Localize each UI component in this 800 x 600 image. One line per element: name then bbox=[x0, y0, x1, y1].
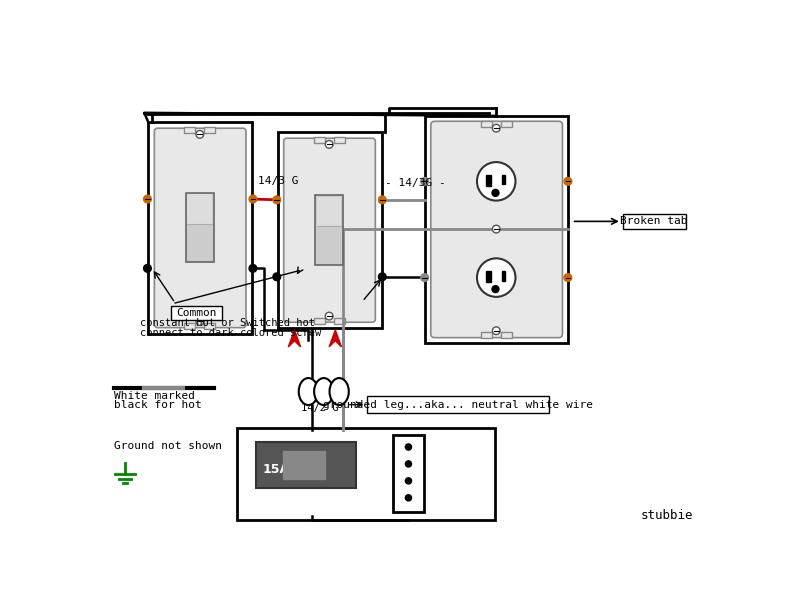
Polygon shape bbox=[329, 330, 342, 347]
Circle shape bbox=[249, 265, 257, 272]
Circle shape bbox=[477, 259, 515, 297]
Bar bbox=[278, 132, 382, 328]
Circle shape bbox=[326, 140, 333, 148]
Polygon shape bbox=[288, 330, 301, 347]
Text: 14/2 G: 14/2 G bbox=[301, 403, 338, 413]
Circle shape bbox=[492, 225, 500, 233]
Bar bbox=[426, 116, 568, 343]
Text: black for hot: black for hot bbox=[114, 400, 202, 410]
Bar bbox=[184, 323, 195, 329]
Circle shape bbox=[378, 196, 386, 203]
Bar bbox=[502, 271, 506, 281]
Bar bbox=[148, 122, 252, 334]
Text: constant hot or Switched hot: constant hot or Switched hot bbox=[141, 318, 315, 328]
Bar bbox=[205, 323, 215, 329]
Circle shape bbox=[564, 178, 572, 185]
Text: 15A: 15A bbox=[262, 463, 290, 476]
Bar bbox=[186, 193, 214, 262]
FancyBboxPatch shape bbox=[170, 306, 222, 320]
Bar bbox=[187, 194, 212, 224]
Bar bbox=[501, 332, 512, 338]
Circle shape bbox=[273, 273, 281, 281]
Bar bbox=[486, 175, 491, 186]
Circle shape bbox=[196, 317, 204, 325]
Text: connect to dark colored screw: connect to dark colored screw bbox=[141, 328, 322, 338]
Circle shape bbox=[492, 124, 500, 132]
Bar bbox=[314, 317, 325, 324]
Bar bbox=[184, 127, 195, 133]
Text: Broken tab: Broken tab bbox=[620, 217, 688, 226]
Bar bbox=[317, 197, 342, 227]
Circle shape bbox=[273, 196, 281, 203]
Circle shape bbox=[406, 478, 411, 484]
Text: 14/3 G: 14/3 G bbox=[258, 176, 299, 185]
FancyBboxPatch shape bbox=[154, 128, 246, 328]
Text: stubbie: stubbie bbox=[641, 509, 694, 521]
Bar bbox=[481, 121, 492, 127]
Bar bbox=[205, 127, 215, 133]
Bar bbox=[393, 436, 424, 512]
Circle shape bbox=[477, 162, 515, 200]
Circle shape bbox=[492, 190, 499, 196]
Circle shape bbox=[378, 273, 386, 281]
Bar bbox=[481, 332, 492, 338]
Text: Common: Common bbox=[177, 308, 217, 318]
Circle shape bbox=[421, 178, 429, 185]
Text: White marked: White marked bbox=[114, 391, 194, 401]
Circle shape bbox=[421, 274, 429, 281]
Bar bbox=[334, 137, 345, 143]
Circle shape bbox=[406, 461, 411, 467]
Bar bbox=[502, 175, 506, 184]
Ellipse shape bbox=[298, 378, 318, 405]
Bar bbox=[283, 451, 326, 479]
Circle shape bbox=[406, 444, 411, 450]
Circle shape bbox=[196, 131, 204, 138]
Circle shape bbox=[492, 327, 500, 335]
Text: - 14/3G -: - 14/3G - bbox=[386, 178, 446, 188]
Ellipse shape bbox=[314, 378, 334, 405]
Circle shape bbox=[143, 195, 151, 203]
FancyBboxPatch shape bbox=[367, 396, 550, 413]
Circle shape bbox=[492, 286, 499, 293]
Bar bbox=[314, 137, 325, 143]
FancyBboxPatch shape bbox=[430, 121, 562, 338]
Bar bbox=[237, 428, 494, 520]
Ellipse shape bbox=[330, 378, 349, 405]
Circle shape bbox=[564, 274, 572, 281]
Circle shape bbox=[249, 195, 257, 203]
Bar bbox=[334, 317, 345, 324]
Circle shape bbox=[143, 265, 151, 272]
Bar bbox=[256, 442, 356, 488]
Bar bbox=[315, 195, 343, 265]
Text: grounded leg...aka... neutral white wire: grounded leg...aka... neutral white wire bbox=[322, 400, 593, 410]
Bar bbox=[486, 271, 491, 282]
FancyBboxPatch shape bbox=[284, 138, 375, 322]
Circle shape bbox=[326, 312, 333, 320]
Text: Ground not shown: Ground not shown bbox=[114, 442, 222, 451]
FancyBboxPatch shape bbox=[622, 214, 686, 229]
Bar bbox=[501, 121, 512, 127]
Circle shape bbox=[406, 495, 411, 501]
